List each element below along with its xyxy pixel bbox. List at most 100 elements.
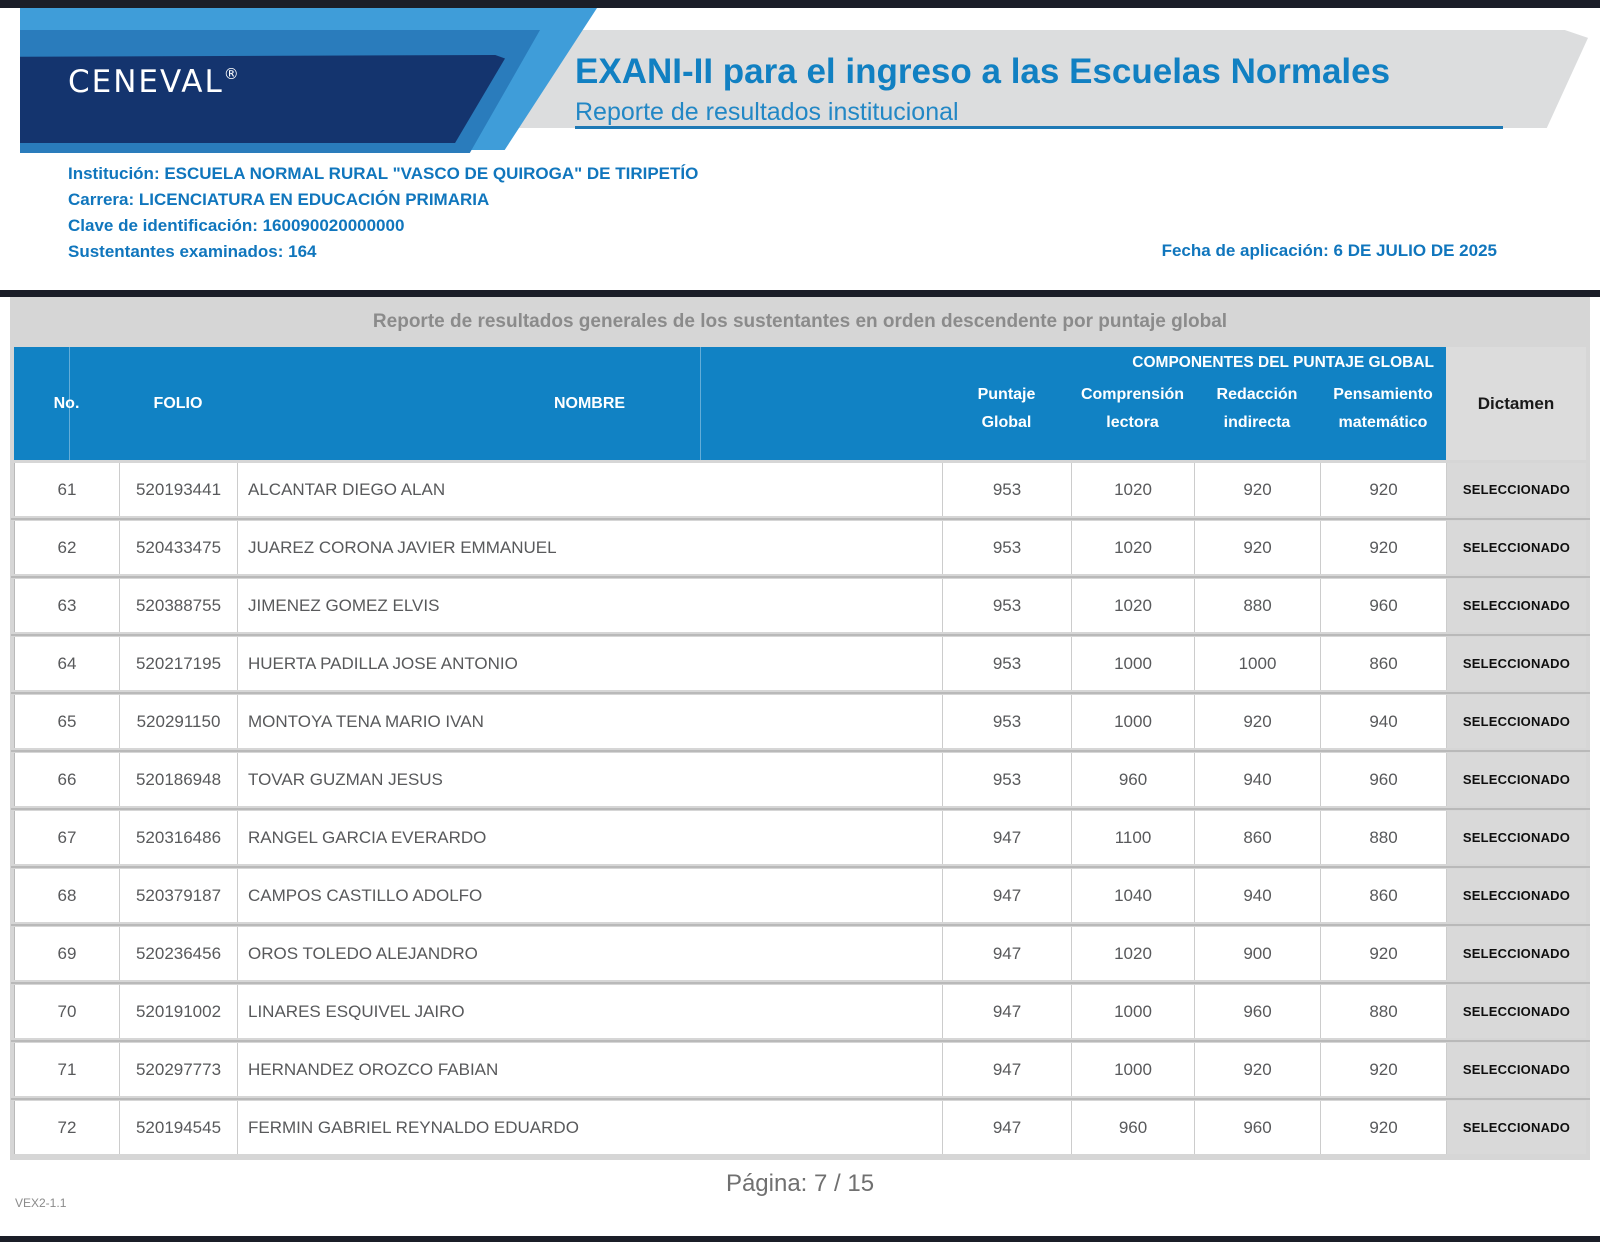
registered-mark: ® — [223, 65, 239, 83]
cell-no: 71 — [15, 1043, 120, 1096]
cell-pensamiento: 860 — [1321, 637, 1447, 690]
cell-puntaje-global: 947 — [943, 1043, 1072, 1096]
cell-redaccion: 920 — [1195, 695, 1321, 748]
cell-no: 65 — [15, 695, 120, 748]
components-group-header: COMPONENTES DEL PUNTAJE GLOBAL — [1132, 354, 1434, 371]
cell-dictamen: SELECCIONADO — [1447, 521, 1586, 574]
cell-nombre: MONTOYA TENA MARIO IVAN — [238, 695, 943, 748]
cell-comprension: 1020 — [1072, 579, 1195, 632]
cell-redaccion: 920 — [1195, 521, 1321, 574]
cell-puntaje-global: 947 — [943, 985, 1072, 1038]
cell-nombre: RANGEL GARCIA EVERARDO — [238, 811, 943, 864]
cell-comprension: 960 — [1072, 753, 1195, 806]
cell-folio: 520193441 — [120, 463, 238, 516]
cell-pensamiento: 860 — [1321, 869, 1447, 922]
cell-pensamiento: 880 — [1321, 811, 1447, 864]
col-header-redaccion: Redacción indirecta — [1194, 347, 1320, 460]
cell-dictamen: SELECCIONADO — [1447, 695, 1586, 748]
results-table: Reporte de resultados generales de los s… — [10, 297, 1590, 1160]
top-border-bar — [0, 0, 1600, 8]
title-underline — [575, 126, 1503, 129]
cell-folio: 520291150 — [120, 695, 238, 748]
cell-pensamiento: 920 — [1321, 927, 1447, 980]
cell-dictamen: SELECCIONADO — [1447, 463, 1586, 516]
cell-redaccion: 860 — [1195, 811, 1321, 864]
cell-no: 66 — [15, 753, 120, 806]
cell-no: 62 — [15, 521, 120, 574]
cell-dictamen: SELECCIONADO — [1447, 579, 1586, 632]
info-carrera: Carrera: LICENCIATURA EN EDUCACIÓN PRIMA… — [68, 190, 490, 209]
col-header-comprension: Comprensión lectora — [1071, 347, 1194, 460]
cell-nombre: TOVAR GUZMAN JESUS — [238, 753, 943, 806]
cell-redaccion: 1000 — [1195, 637, 1321, 690]
cell-no: 61 — [15, 463, 120, 516]
cell-puntaje-global: 953 — [943, 695, 1072, 748]
cell-folio: 520194545 — [120, 1101, 238, 1154]
table-title: Reporte de resultados generales de los s… — [372, 311, 1228, 332]
cell-no: 67 — [15, 811, 120, 864]
table-body: 61 520193441 ALCANTAR DIEGO ALAN 953 102… — [11, 463, 1590, 1154]
cell-puntaje-global: 953 — [943, 753, 1072, 806]
cell-comprension: 1100 — [1072, 811, 1195, 864]
cell-pensamiento: 960 — [1321, 753, 1447, 806]
cell-folio: 520236456 — [120, 927, 238, 980]
cell-nombre: OROS TOLEDO ALEJANDRO — [238, 927, 943, 980]
cell-nombre: JUAREZ CORONA JAVIER EMMANUEL — [238, 521, 943, 574]
col-header-nombre: NOMBRE — [237, 347, 942, 460]
cell-folio: 520316486 — [120, 811, 238, 864]
cell-puntaje-global: 953 — [943, 463, 1072, 516]
cell-nombre: CAMPOS CASTILLO ADOLFO — [238, 869, 943, 922]
doc-version: VEX2-1.1 — [15, 1196, 67, 1210]
cell-no: 69 — [15, 927, 120, 980]
cell-folio: 520433475 — [120, 521, 238, 574]
cell-no: 68 — [15, 869, 120, 922]
cell-redaccion: 940 — [1195, 869, 1321, 922]
cell-no: 63 — [15, 579, 120, 632]
cell-nombre: FERMIN GABRIEL REYNALDO EDUARDO — [238, 1101, 943, 1154]
info-sustentantes: Sustentantes examinados: 164 — [68, 242, 317, 261]
cell-dictamen: SELECCIONADO — [1447, 1101, 1586, 1154]
cell-pensamiento: 920 — [1321, 521, 1447, 574]
cell-puntaje-global: 947 — [943, 811, 1072, 864]
cell-pensamiento: 920 — [1321, 1101, 1447, 1154]
col-header-dictamen: Dictamen — [1446, 347, 1586, 460]
col-header-pensamiento: Pensamiento matemático — [1320, 347, 1446, 460]
logo-wordmark: CENEVAL® — [68, 64, 239, 100]
cell-dictamen: SELECCIONADO — [1447, 811, 1586, 864]
cell-puntaje-global: 947 — [943, 869, 1072, 922]
col-header-puntaje-global: Puntaje Global — [942, 347, 1071, 460]
cell-redaccion: 900 — [1195, 927, 1321, 980]
table-header: No. FOLIO NOMBRE Puntaje Global Comprens… — [14, 347, 1586, 460]
fecha-aplicacion: Fecha de aplicación: 6 DE JULIO DE 2025 — [1161, 241, 1497, 260]
cell-dictamen: SELECCIONADO — [1447, 753, 1586, 806]
cell-folio: 520217195 — [120, 637, 238, 690]
cell-pensamiento: 920 — [1321, 463, 1447, 516]
table-row: 64 520217195 HUERTA PADILLA JOSE ANTONIO… — [11, 637, 1590, 694]
info-clave: Clave de identificación: 160090020000000 — [68, 216, 405, 235]
report-title: EXANI-II para el ingreso a las Escuelas … — [575, 52, 1391, 91]
cell-nombre: HUERTA PADILLA JOSE ANTONIO — [238, 637, 943, 690]
logo-navy-shape — [20, 55, 505, 143]
cell-dictamen: SELECCIONADO — [1447, 637, 1586, 690]
cell-comprension: 1000 — [1072, 985, 1195, 1038]
table-row: 72 520194545 FERMIN GABRIEL REYNALDO EDU… — [14, 1101, 1586, 1154]
cell-comprension: 1020 — [1072, 463, 1195, 516]
report-subtitle: Reporte de resultados institucional — [575, 98, 959, 126]
cell-comprension: 1000 — [1072, 637, 1195, 690]
cell-dictamen: SELECCIONADO — [1447, 869, 1586, 922]
cell-redaccion: 880 — [1195, 579, 1321, 632]
cell-puntaje-global: 947 — [943, 927, 1072, 980]
cell-folio: 520388755 — [120, 579, 238, 632]
cell-folio: 520186948 — [120, 753, 238, 806]
cell-puntaje-global: 953 — [943, 579, 1072, 632]
cell-redaccion: 920 — [1195, 463, 1321, 516]
cell-comprension: 960 — [1072, 1101, 1195, 1154]
table-row: 66 520186948 TOVAR GUZMAN JESUS 953 960 … — [11, 753, 1590, 810]
table-row: 69 520236456 OROS TOLEDO ALEJANDRO 947 1… — [11, 927, 1590, 984]
table-row: 65 520291150 MONTOYA TENA MARIO IVAN 953… — [11, 695, 1590, 752]
cell-nombre: LINARES ESQUIVEL JAIRO — [238, 985, 943, 1038]
cell-folio: 520379187 — [120, 869, 238, 922]
cell-puntaje-global: 947 — [943, 1101, 1072, 1154]
cell-no: 70 — [15, 985, 120, 1038]
